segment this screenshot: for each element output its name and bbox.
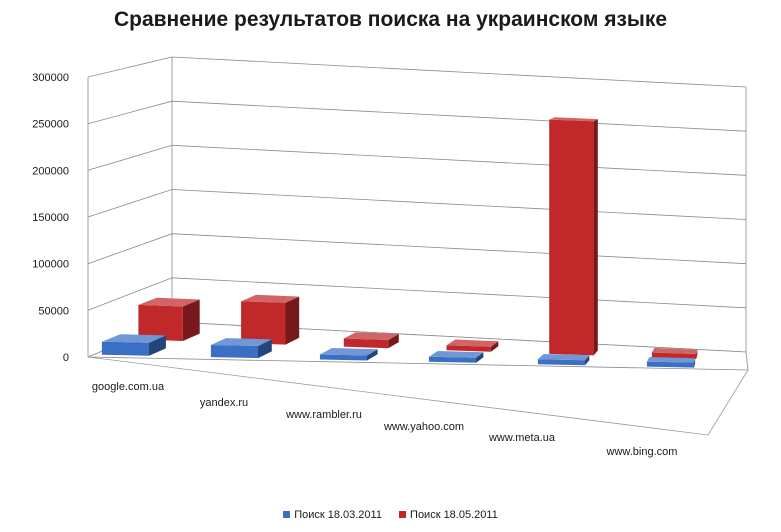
legend-label-series-1: Поиск 18.03.2011: [294, 509, 382, 521]
gridline: [87, 233, 747, 265]
y-tick-label: 100000: [32, 259, 69, 271]
bars: [101, 117, 698, 368]
x-category-label: www.bing.com: [606, 446, 678, 458]
x-category-label: yandex.ru: [200, 397, 248, 409]
x-category-label: www.yahoo.com: [383, 421, 464, 433]
legend-swatch-series-2: [399, 511, 407, 518]
gridline: [87, 144, 747, 176]
legend-item-series-1: Поиск 18.03.2011: [283, 509, 382, 521]
bar-series-2-yandex-ru: [241, 294, 300, 345]
bar-series-2-www-meta-ua: [549, 117, 598, 356]
y-tick-label: 300000: [32, 72, 69, 84]
legend-swatch-series-1: [283, 511, 291, 518]
chart-legend: Поиск 18.03.2011 Поиск 18.05.2011: [0, 509, 781, 521]
x-category-label: www.rambler.ru: [285, 409, 362, 421]
x-category-label: google.com.ua: [92, 381, 165, 393]
bar-series-1-google-com-ua: [101, 334, 166, 356]
bar-series-2-www-bing-com: [651, 347, 698, 359]
legend-label-series-2: Поиск 18.05.2011: [410, 509, 498, 521]
y-tick-label: 0: [63, 352, 69, 364]
y-tick-label: 150000: [32, 212, 69, 224]
legend-item-series-2: Поиск 18.05.2011: [399, 509, 498, 521]
bar-series-1-www-bing-com: [646, 357, 696, 368]
floor-front-edge: [87, 356, 749, 436]
bar-series-1-www-meta-ua: [537, 354, 590, 366]
y-tick-label: 50000: [38, 305, 69, 317]
bar-series-2-www-yahoo-com: [446, 339, 499, 352]
gridline: [87, 56, 747, 88]
bar-series-2-google-com-ua: [138, 297, 200, 341]
y-axis-ticks: 0 50000 100000 150000 200000 250000 300000: [32, 72, 69, 364]
chart-canvas: 0 50000 100000 150000 200000 250000 300000 goog…: [32, 56, 749, 458]
x-category-label: www.meta.ua: [488, 432, 556, 444]
bar-series-1-www-yahoo-com: [428, 351, 484, 363]
y-tick-label: 250000: [32, 119, 69, 131]
y-tick-label: 200000: [32, 165, 69, 177]
gridline: [87, 100, 747, 132]
bar-series-1-www-rambler-ru: [319, 348, 378, 361]
bar-series-1-yandex-ru: [210, 338, 272, 359]
x-axis-categories: google.com.ua yandex.ru www.rambler.ru www.…: [92, 381, 678, 458]
bar-series-2-www-rambler-ru: [343, 332, 399, 349]
chart-title: Сравнение результатов поиска на украинск…: [113, 8, 668, 31]
gridline: [87, 189, 747, 220]
